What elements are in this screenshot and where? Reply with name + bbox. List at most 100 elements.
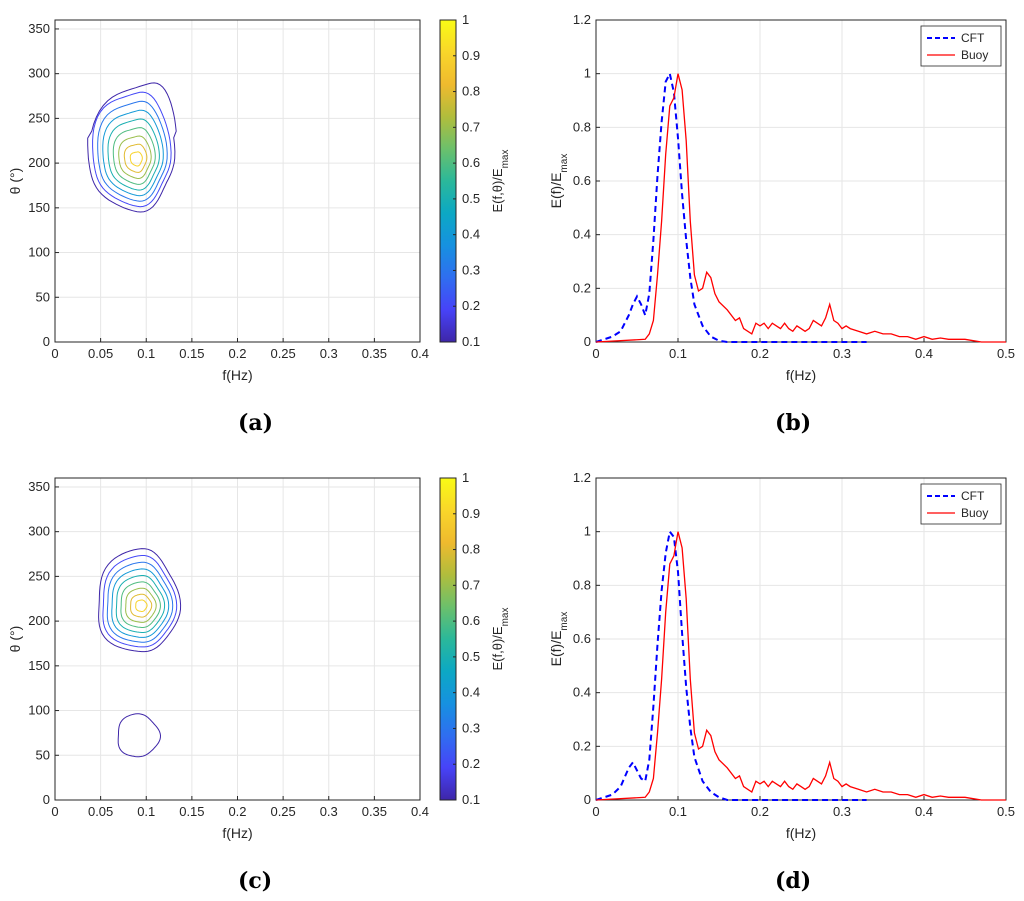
panel-a-xtick-label: 0.05 xyxy=(88,346,113,361)
panel-a-colorbar-label: E(f,θ)/Emax xyxy=(490,150,511,213)
panel-c-xtick-label: 0.1 xyxy=(137,804,155,819)
panel-label-a: (a) xyxy=(238,410,274,436)
panel-label-c: (c) xyxy=(238,868,273,894)
panel-c-colorbar-tick-label: 0.1 xyxy=(462,792,480,807)
panel-a-ytick-label: 200 xyxy=(28,155,50,170)
panel-a-ytick-label: 250 xyxy=(28,110,50,125)
panel-a-xtick-label: 0.3 xyxy=(320,346,338,361)
panel-c-colorbar-label: E(f,θ)/Emax xyxy=(490,608,511,671)
panel-a-contour-level-8 xyxy=(123,143,148,173)
panel-c-xtick-label: 0.15 xyxy=(179,804,204,819)
panel-c-contour-level-7 xyxy=(125,587,157,623)
panel-c-contour-level-6 xyxy=(120,581,161,628)
panel-b-xtick-label: 0.1 xyxy=(669,346,687,361)
panel-a-contour-level-4 xyxy=(102,109,164,197)
panel-a-contour-level-5 xyxy=(107,118,160,191)
panel-c-xlabel: f(Hz) xyxy=(222,825,252,841)
panel-d-xtick-label: 0.5 xyxy=(997,804,1015,819)
panel-c-xtick-label: 0.2 xyxy=(228,804,246,819)
panel-c-xtick-label: 0 xyxy=(51,804,58,819)
panel-b-ytick-label: 0.6 xyxy=(573,173,591,188)
panel-c-contour-level-4 xyxy=(111,568,170,638)
panel-a-colorbar-tick-label: 0.9 xyxy=(462,48,480,63)
panel-c-colorbar-tick-label: 0.7 xyxy=(462,577,480,592)
panel-a-colorbar-tick-label: 0.1 xyxy=(462,334,480,349)
panel-d-legend xyxy=(920,483,1002,525)
panel-a-colorbar-tick-label: 0.8 xyxy=(462,84,480,99)
panel-c-contour-level-8 xyxy=(130,593,153,618)
panel-b-series-buoy xyxy=(595,73,1006,343)
panel-b-legend-label-cft: CFT xyxy=(961,31,985,45)
panel-d-xtick-label: 0.4 xyxy=(915,804,933,819)
panel-b-ytick-label: 0 xyxy=(584,334,591,349)
panel-a-colorbar-tick-label: 0.6 xyxy=(462,155,480,170)
panel-a-colorbar-tick-label: 1 xyxy=(462,12,469,27)
panel-d-ytick-label: 0.6 xyxy=(573,631,591,646)
panel-b-ytick-label: 0.4 xyxy=(573,227,591,242)
panel-d-xtick-label: 0.1 xyxy=(669,804,687,819)
panel-c-contour-level-1-secondary xyxy=(117,713,162,758)
panel-b-xtick-label: 0.4 xyxy=(915,346,933,361)
panel-a-colorbar-tick-label: 0.4 xyxy=(462,227,480,242)
panel-a-colorbar-tick-label: 0.3 xyxy=(462,262,480,277)
panel-c-ytick-label: 150 xyxy=(28,658,50,673)
panel-c-colorbar-tick-label: 0.4 xyxy=(462,685,480,700)
panel-c-ytick-label: 200 xyxy=(28,613,50,628)
panel-b-xtick-label: 0 xyxy=(592,346,599,361)
panel-c-colorbar-tick-label: 0.6 xyxy=(462,613,480,628)
panel-d-ytick-label: 0.2 xyxy=(573,738,591,753)
panel-b-ytick-label: 1 xyxy=(584,66,591,81)
panel-a-contour-level-2 xyxy=(92,91,172,208)
panel-a-ytick-label: 50 xyxy=(36,289,50,304)
panel-b-xtick-label: 0.2 xyxy=(751,346,769,361)
panel-b-ylabel: E(f)/Emax xyxy=(548,154,570,209)
panel-a-ytick-label: 300 xyxy=(28,66,50,81)
panel-c-colorbar-tick-label: 0.5 xyxy=(462,649,480,664)
panel-c-xtick-label: 0.3 xyxy=(320,804,338,819)
panel-d-ytick-label: 0.4 xyxy=(573,685,591,700)
panel-d-xtick-label: 0 xyxy=(592,804,599,819)
panel-c-contour-level-3 xyxy=(106,561,174,643)
panel-b-legend xyxy=(920,25,1002,67)
panel-c-ytick-label: 50 xyxy=(36,747,50,762)
panel-c-ytick-label: 300 xyxy=(28,524,50,539)
panel-d-legend-label-cft: CFT xyxy=(961,489,985,503)
panel-b-ytick-label: 1.2 xyxy=(573,12,591,27)
panel-a-xlabel: f(Hz) xyxy=(222,367,252,383)
panel-d-series-cft xyxy=(595,529,867,801)
panel-d-series-buoy xyxy=(595,531,1006,801)
panel-b-xlabel: f(Hz) xyxy=(786,367,816,383)
panel-c-ytick-label: 350 xyxy=(28,479,50,494)
panel-c-contour-level-2 xyxy=(102,555,178,648)
panel-a-colorbar xyxy=(439,19,457,343)
panel-c-contour-level-5 xyxy=(115,575,166,633)
panel-c-xtick-label: 0.25 xyxy=(270,804,295,819)
panel-d-ytick-label: 1 xyxy=(584,524,591,539)
panel-c-contour-level-1 xyxy=(98,548,182,653)
panel-b-ytick-label: 0.8 xyxy=(573,119,591,134)
panel-a-xtick-label: 0.35 xyxy=(362,346,387,361)
panel-a-ytick-label: 0 xyxy=(43,334,50,349)
panel-d-ytick-label: 0.8 xyxy=(573,577,591,592)
panel-a-xtick-label: 0.2 xyxy=(228,346,246,361)
panel-label-b: (b) xyxy=(775,410,812,436)
panel-a-colorbar-tick-label: 0.7 xyxy=(462,119,480,134)
panel-c-ylabel: θ (°) xyxy=(7,626,23,653)
panel-c-colorbar-tick-label: 0.9 xyxy=(462,506,480,521)
panel-a-xtick-label: 0.15 xyxy=(179,346,204,361)
panel-c-ytick-label: 250 xyxy=(28,568,50,583)
panel-b: 0 0.1 0.2 0.3 0.4 0.5 0 0.2 0.4 0.6 0.8 1 1.2 f(Hz) E(… xyxy=(548,12,1015,383)
panel-a-ytick-label: 100 xyxy=(28,245,50,260)
panel-a-contour-level-1 xyxy=(87,82,177,213)
panel-c-xtick-label: 0.05 xyxy=(88,804,113,819)
panel-c-colorbar-tick-label: 1 xyxy=(462,470,469,485)
panel-d-xtick-label: 0.2 xyxy=(751,804,769,819)
panel-c: 0 0.05 0.1 0.15 0.2 0.25 0.3 0.35 0.4 0 50 100 150 20… xyxy=(7,470,511,841)
panel-a-xtick-label: 0.1 xyxy=(137,346,155,361)
panel-a-contour-level-7 xyxy=(118,135,152,180)
panel-c-contour-level-9 xyxy=(135,599,148,612)
panel-d: 0 0.1 0.2 0.3 0.4 0.5 0 0.2 0.4 0.6 0.8 1 1.2 f(Hz) E(… xyxy=(548,470,1015,841)
panel-b-xtick-label: 0.5 xyxy=(997,346,1015,361)
panel-d-ytick-label: 1.2 xyxy=(573,470,591,485)
